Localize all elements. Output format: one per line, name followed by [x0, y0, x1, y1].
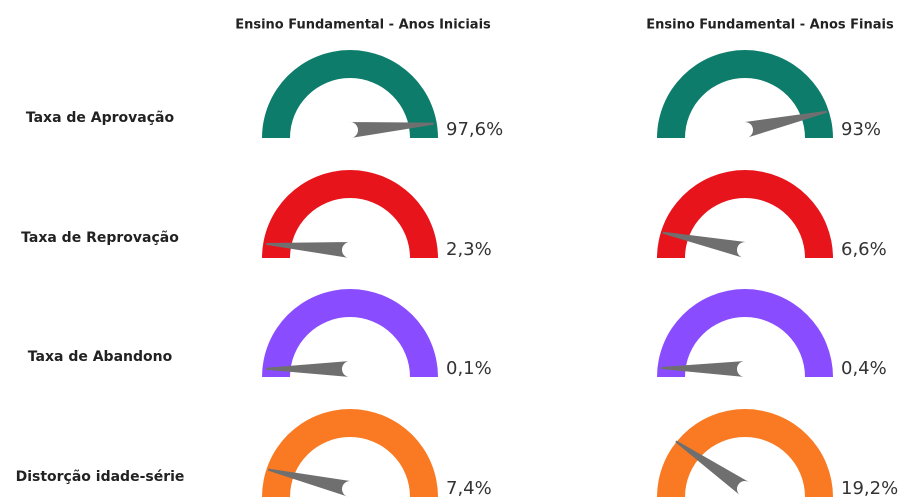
gauge-arc — [657, 170, 833, 258]
row-label: Taxa de Aprovação — [26, 110, 175, 126]
gauge-needle — [660, 361, 746, 377]
gauge-arc — [657, 409, 833, 497]
value-label: 7,4% — [446, 478, 492, 499]
column-header: Ensino Fundamental - Anos Finais — [646, 18, 894, 33]
gauge-needle — [743, 110, 828, 138]
row-label: Taxa de Reprovação — [21, 230, 179, 246]
row-label: Taxa de Abandono — [28, 349, 173, 365]
gauge-arc — [657, 50, 833, 138]
gauge-needle — [265, 360, 351, 377]
gauge-needle — [662, 231, 747, 258]
gauge-arc — [262, 289, 438, 377]
gauge-needle — [268, 468, 352, 497]
gauge-arc — [657, 289, 833, 377]
column-header: Ensino Fundamental - Anos Iniciais — [235, 18, 491, 33]
value-label: 6,6% — [841, 239, 887, 260]
gauge-arc — [262, 50, 438, 138]
value-label: 19,2% — [841, 478, 898, 499]
gauge-needle — [349, 122, 434, 138]
gauge-needle — [266, 242, 351, 258]
row-label: Distorção idade-série — [16, 469, 185, 485]
value-label: 93% — [841, 119, 881, 140]
gauge-arc — [262, 170, 438, 258]
gauge-needle — [675, 440, 750, 496]
value-label: 2,3% — [446, 239, 492, 260]
gauge-arc — [262, 409, 438, 497]
value-label: 0,4% — [841, 358, 887, 379]
value-label: 0,1% — [446, 358, 492, 379]
value-label: 97,6% — [446, 119, 503, 140]
